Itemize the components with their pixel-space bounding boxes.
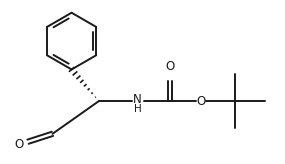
Text: H: H — [134, 104, 142, 114]
Text: N: N — [133, 93, 141, 106]
Text: O: O — [14, 138, 23, 151]
Text: O: O — [165, 60, 174, 73]
Text: O: O — [196, 95, 205, 108]
